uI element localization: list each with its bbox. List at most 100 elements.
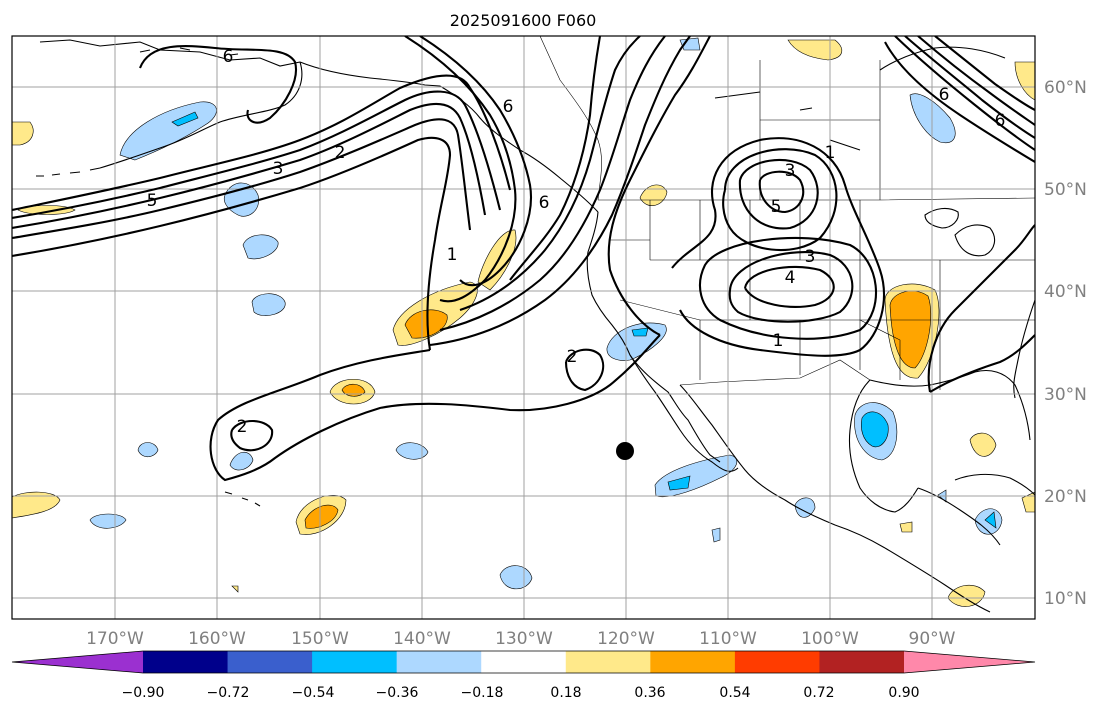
contour-line	[698, 236, 878, 340]
contour-label: 5	[771, 197, 782, 217]
latitude-label: 50°N	[1044, 180, 1087, 200]
contour-line	[917, 36, 1035, 126]
latitude-label: 40°N	[1044, 282, 1087, 302]
contour-label: 6	[223, 47, 234, 67]
contour-line	[929, 334, 1035, 393]
contour-label: 2	[567, 347, 578, 367]
political-borders	[539, 36, 1035, 390]
colorbar-tick-label: 0.54	[719, 685, 750, 701]
anomaly-area	[231, 585, 239, 593]
coastlines	[36, 39, 1035, 613]
latitude-label: 60°N	[1044, 78, 1087, 98]
longitude-label: 150°W	[291, 629, 349, 649]
contour-line	[758, 170, 805, 214]
anomaly-area	[242, 234, 279, 260]
contour-line	[927, 224, 1035, 393]
contour-label: 2	[335, 143, 346, 163]
contour-line	[12, 102, 487, 230]
anomaly-area-core	[631, 327, 649, 337]
colorbar-segment	[143, 651, 229, 673]
anomaly-area-core	[861, 411, 889, 448]
anomaly-area	[947, 584, 986, 607]
contour-label: 1	[773, 331, 784, 351]
colorbar-segment	[819, 651, 905, 673]
longitude-label: 170°W	[86, 629, 144, 649]
colorbar-segment	[650, 651, 736, 673]
colorbar-tick-label: −0.72	[207, 685, 250, 701]
contour-line	[139, 45, 298, 124]
anomaly-area	[251, 293, 286, 316]
colorbar-tick-label: −0.18	[461, 685, 504, 701]
anomaly-area	[89, 513, 127, 529]
contour-label: 3	[785, 161, 796, 181]
colorbar-segment	[565, 651, 651, 673]
anomaly-area	[899, 521, 913, 533]
colorbar-tick-label: −0.36	[376, 685, 419, 701]
colorbar-extend-low	[12, 651, 143, 673]
point-marker	[616, 442, 634, 460]
anomaly-area	[711, 527, 721, 543]
longitude-label: 160°W	[188, 629, 246, 649]
contour-label: 4	[785, 268, 796, 288]
colorbar-tick-label: 0.72	[803, 685, 834, 701]
contour-label: 6	[539, 193, 550, 213]
contour-line	[884, 41, 1035, 163]
contour-label: 1	[825, 143, 836, 163]
anomaly-area	[12, 491, 61, 519]
map-title: 2025091600 F060	[450, 11, 597, 30]
contour-label: 6	[995, 111, 1006, 131]
anomaly-area-core	[667, 475, 691, 491]
longitude-label: 90°W	[909, 629, 956, 649]
contour-line	[671, 137, 885, 357]
contour-line	[743, 265, 835, 308]
colorbar-tick-label: 0.90	[888, 685, 919, 701]
longitude-label: 100°W	[801, 629, 859, 649]
contour-line	[738, 158, 819, 230]
anomaly-area	[909, 93, 956, 144]
longitude-label: 120°W	[597, 629, 655, 649]
contour-line	[722, 148, 838, 251]
colorbar-extend-high	[904, 651, 1035, 673]
contour-label: 2	[237, 417, 248, 437]
colorbar-tick-label: −0.90	[122, 685, 165, 701]
contour-line	[230, 419, 274, 452]
contour-lines	[12, 36, 1035, 482]
contour-label: 3	[805, 247, 816, 267]
contour-label: 5	[147, 191, 158, 211]
colorbar-tick-label: −0.54	[292, 685, 335, 701]
contour-line	[419, 36, 532, 287]
colorbar-tick-label: 0.36	[634, 685, 665, 701]
contour-line	[904, 36, 1035, 139]
contour-line	[404, 36, 517, 303]
contour-line	[12, 136, 452, 351]
contour-label: 6	[939, 85, 950, 105]
colorbar-outline	[11, 650, 1036, 674]
latitude-labels: 60°N 50°N 40°N 30°N 20°N 10°N	[1044, 78, 1087, 609]
graticule	[12, 36, 1035, 619]
latitude-label: 20°N	[1044, 487, 1087, 507]
colorbar-tick-label: 0.18	[550, 685, 581, 701]
anomaly-area	[969, 432, 997, 457]
colorbar-tick-labels: −0.90 −0.72 −0.54 −0.36 −0.18 0.18 0.36 …	[122, 685, 920, 701]
map-frame	[11, 35, 1036, 620]
colorbar-segment	[396, 651, 482, 673]
contour-labels: 6 5 3 2 1 6 6 1 2 2 3 5 3 4 1 6 6	[147, 47, 1006, 437]
anomaly-area	[395, 442, 429, 460]
anomaly-area-core	[341, 383, 366, 397]
anomaly-area	[1021, 491, 1035, 513]
contour-line	[934, 36, 1035, 111]
contour-line	[564, 348, 605, 392]
contour-line	[429, 36, 691, 347]
longitude-labels: 170°W 160°W 150°W 140°W 130°W 120°W 110°…	[86, 629, 956, 649]
colorbar-segment	[481, 651, 567, 673]
anomaly-area	[787, 39, 842, 61]
contour-label: 6	[503, 97, 514, 117]
contour-line	[728, 251, 854, 323]
contour-line	[12, 90, 502, 220]
colorbar-segment	[734, 651, 820, 673]
contour-line	[209, 334, 661, 482]
contour-line	[607, 36, 711, 336]
longitude-label: 130°W	[495, 629, 553, 649]
contour-line	[509, 36, 602, 281]
